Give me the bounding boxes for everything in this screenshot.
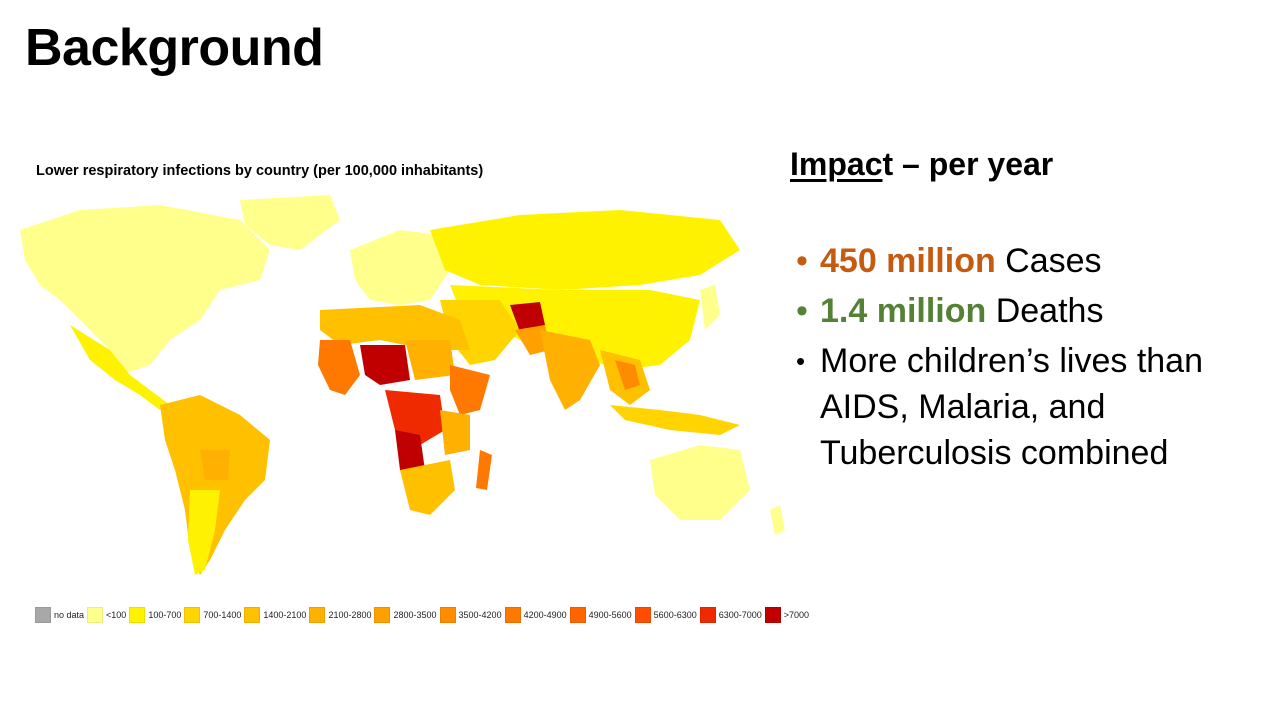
north-america <box>20 205 270 375</box>
slide-title: Background <box>25 19 324 77</box>
legend-swatch <box>184 607 201 623</box>
legend-item: 700-1400 <box>184 607 241 623</box>
chad-sudan <box>405 340 455 380</box>
impact-heading: Impact – per year <box>790 146 1053 183</box>
world-map-svg <box>20 195 785 575</box>
legend-item: 6300-7000 <box>699 607 762 623</box>
legend-item: 2800-3500 <box>374 607 437 623</box>
bullet-children: • More children’s lives than AIDS, Malar… <box>796 338 1256 476</box>
legend-item: 5600-6300 <box>634 607 697 623</box>
map-title: Lower respiratory infections by country … <box>36 163 484 179</box>
deaths-text: Deaths <box>986 292 1104 330</box>
bullet-deaths: • 1.4 million Deaths <box>796 288 1256 334</box>
map-legend: no data <100 100-700 700-1400 1400-2100 2100-… <box>35 606 812 624</box>
legend-swatch <box>569 607 586 623</box>
ethiopia-somalia <box>450 365 490 415</box>
nigeria-niger <box>360 345 410 385</box>
legend-swatch <box>309 607 326 623</box>
southern-africa <box>400 460 455 515</box>
bullet-dot: • <box>796 292 808 330</box>
legend-swatch <box>504 607 521 623</box>
legend-label: no data <box>54 610 85 620</box>
east-africa <box>440 410 470 455</box>
legend-label: 4900-5600 <box>588 610 632 620</box>
legend-swatch <box>129 607 146 623</box>
legend-label: 1400-2100 <box>263 610 307 620</box>
impact-heading-underlined: Impac <box>790 146 883 182</box>
japan <box>700 285 720 330</box>
legend-label: 3500-4200 <box>458 610 502 620</box>
legend-label: 4200-4900 <box>523 610 567 620</box>
cases-highlight: 450 million <box>820 242 996 280</box>
legend-item: 4900-5600 <box>569 607 632 623</box>
india <box>540 330 600 410</box>
bolivia <box>200 450 230 480</box>
south-america <box>160 395 270 575</box>
europe <box>350 230 450 305</box>
greenland <box>240 195 340 250</box>
legend-swatch <box>35 607 51 623</box>
legend-item: <100 <box>87 607 126 623</box>
legend-swatch <box>764 607 781 623</box>
impact-bullets: • 450 million Cases • 1.4 million Deaths… <box>796 238 1256 480</box>
australia <box>650 445 750 520</box>
legend-swatch <box>439 607 456 623</box>
children-text: More children’s lives than AIDS, Malaria… <box>820 342 1203 472</box>
bullet-dot: • <box>796 242 808 280</box>
west-africa <box>318 340 360 395</box>
legend-label: 2800-3500 <box>393 610 437 620</box>
deaths-highlight: 1.4 million <box>820 292 987 330</box>
cases-text: Cases <box>995 242 1102 280</box>
bullet-dot: • <box>796 346 806 376</box>
world-map <box>0 190 800 590</box>
legend-label: >7000 <box>783 610 810 620</box>
legend-label: 100-700 <box>148 610 182 620</box>
impact-heading-rest: t – per year <box>882 146 1054 182</box>
legend-item: 1400-2100 <box>244 607 306 623</box>
legend-label: 6300-7000 <box>718 610 762 620</box>
legend-item: no data <box>35 607 84 623</box>
russia <box>430 210 740 290</box>
legend-swatch <box>244 607 261 623</box>
legend-swatch <box>634 607 651 623</box>
legend-label: 5600-6300 <box>653 610 697 620</box>
legend-swatch <box>374 607 391 623</box>
legend-item: >7000 <box>764 607 810 623</box>
legend-item: 4200-4900 <box>504 607 567 623</box>
legend-item: 100-700 <box>129 607 181 623</box>
north-africa <box>320 305 470 350</box>
legend-item: 2100-2800 <box>309 607 371 623</box>
myanmar-laos <box>615 360 640 390</box>
legend-label: <100 <box>106 610 127 620</box>
legend-item: 3500-4200 <box>439 607 502 623</box>
new-zealand <box>770 505 785 535</box>
legend-swatch <box>87 607 104 623</box>
bullet-content: 1.4 million Deaths <box>820 288 1103 334</box>
bullet-cases: • 450 million Cases <box>796 238 1256 284</box>
south-america-south <box>188 490 220 575</box>
mexico-central-america <box>70 325 170 410</box>
legend-label: 2100-2800 <box>328 610 372 620</box>
legend-swatch <box>699 607 716 623</box>
legend-label: 700-1400 <box>203 610 242 620</box>
bullet-content: 450 million Cases <box>820 238 1102 284</box>
angola <box>395 430 425 470</box>
afghanistan <box>510 302 545 332</box>
indonesia <box>610 405 740 435</box>
madagascar <box>476 450 492 490</box>
